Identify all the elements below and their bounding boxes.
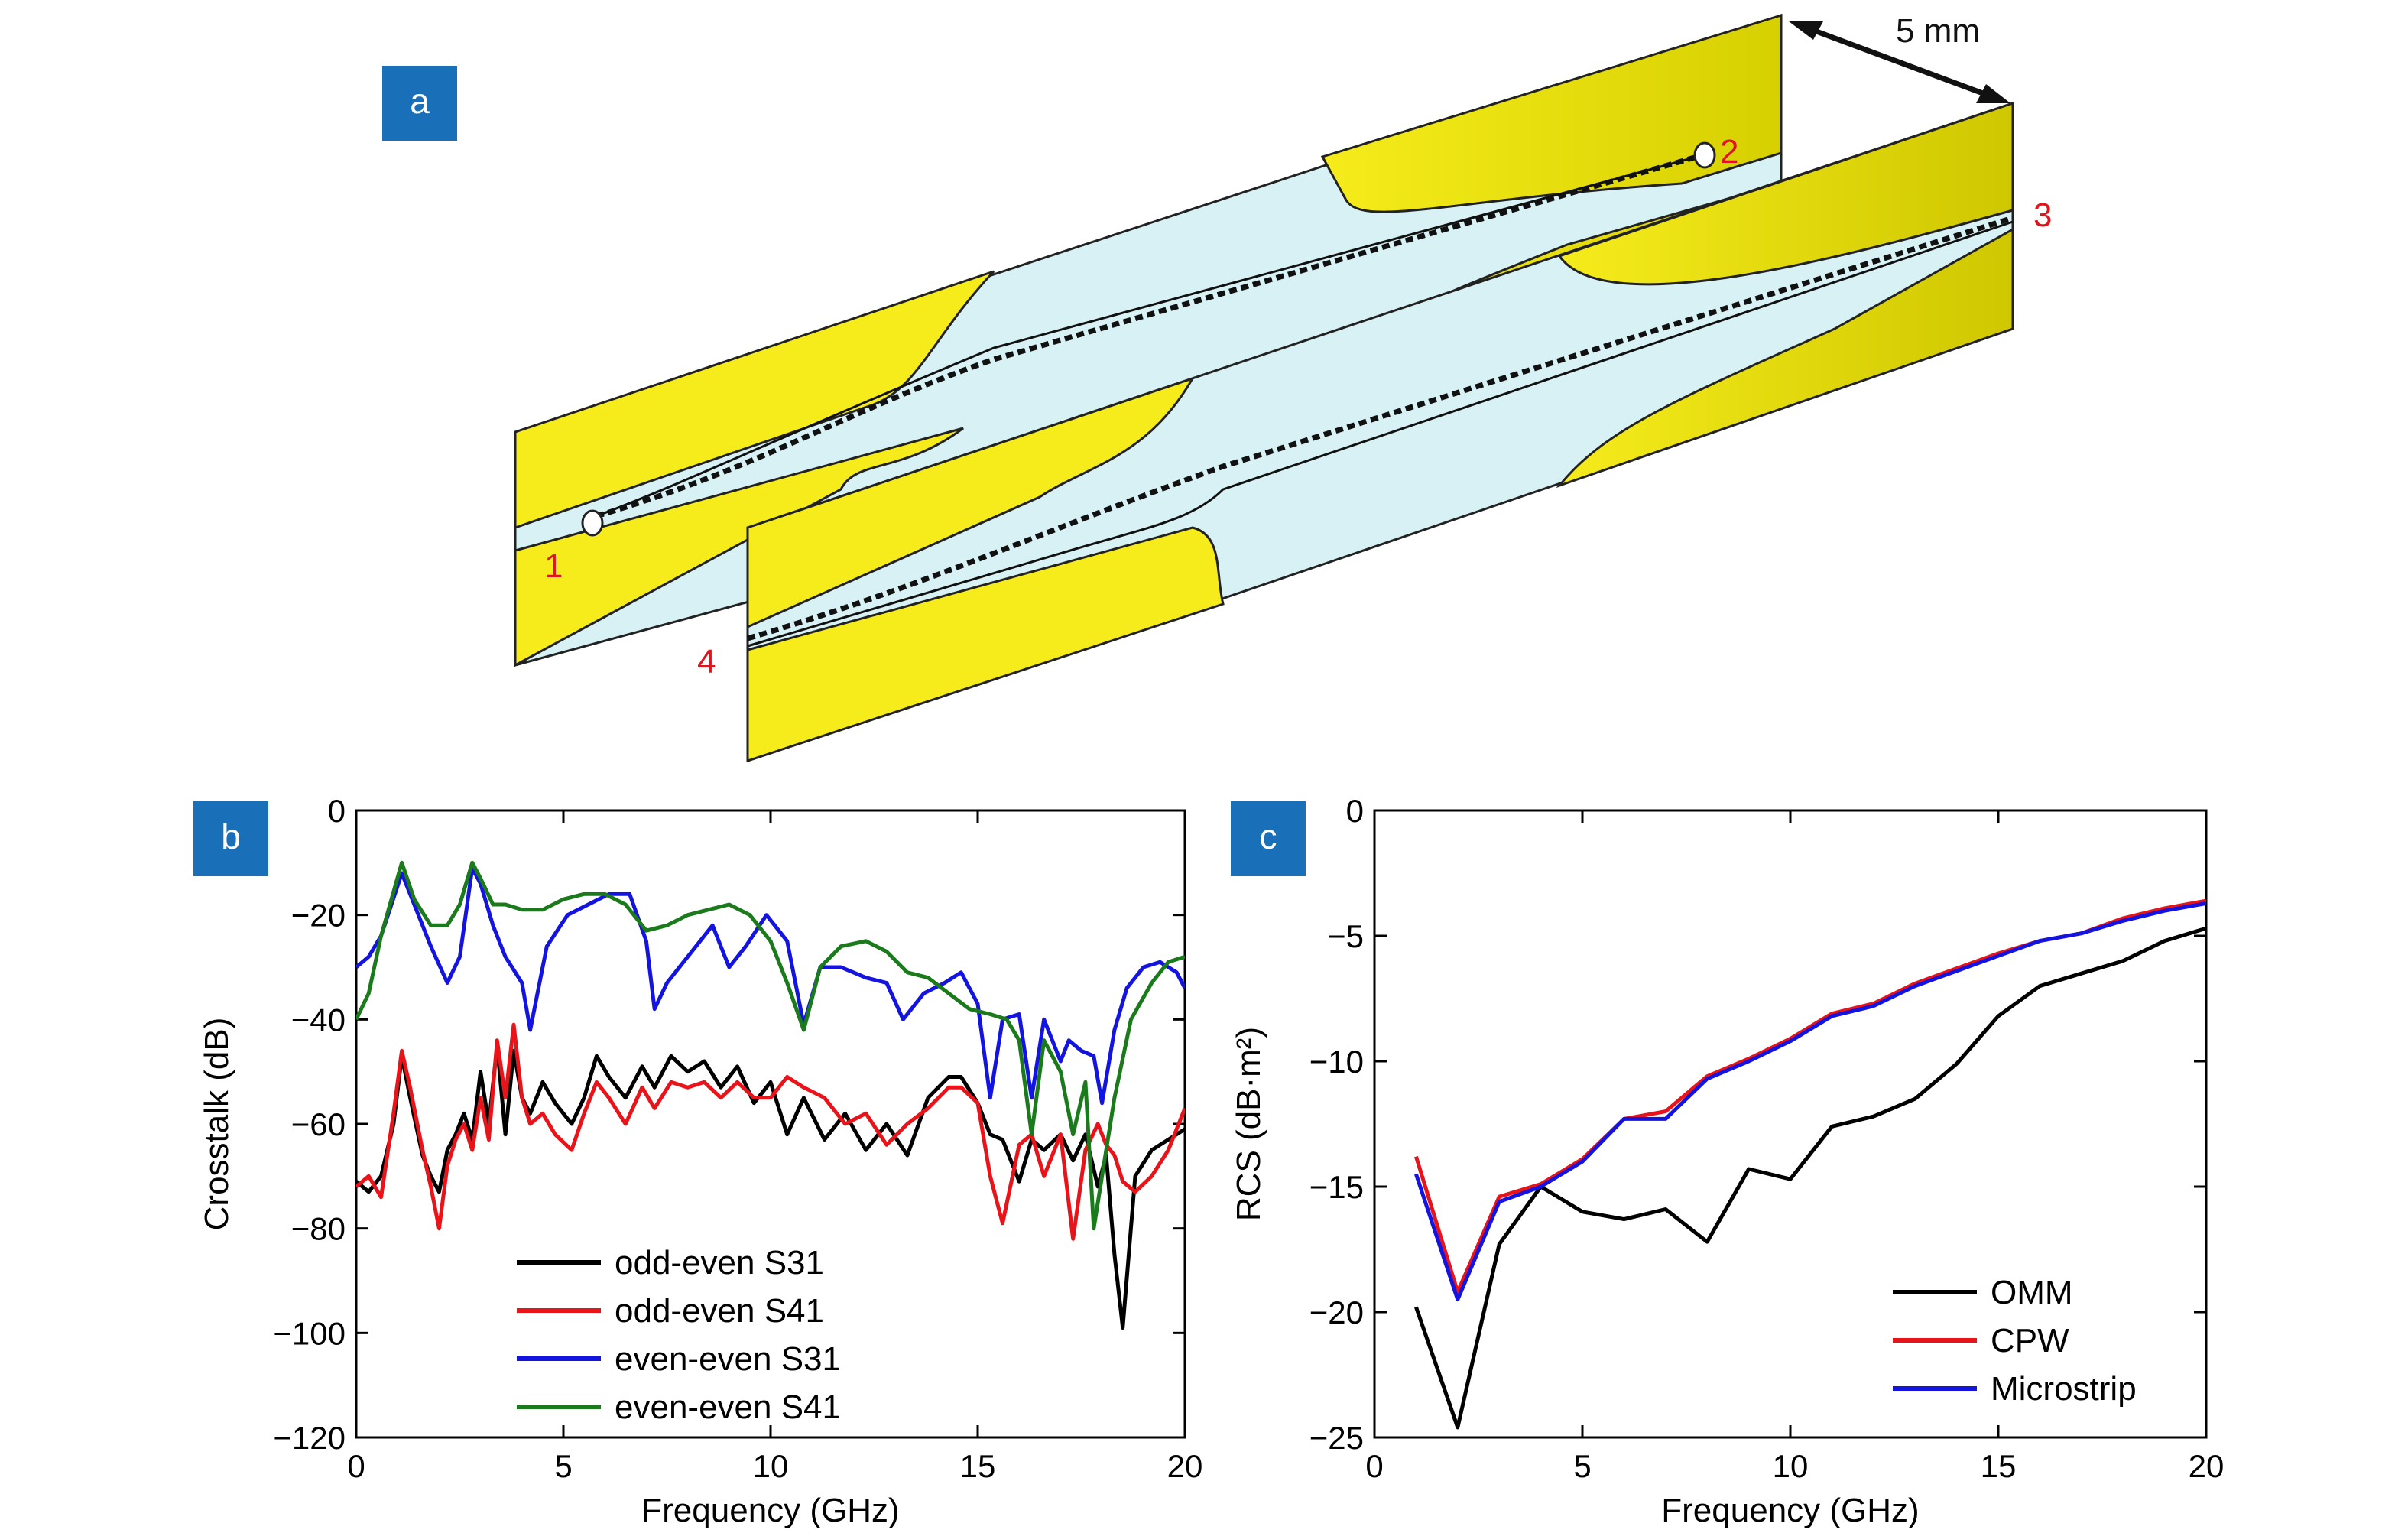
series-line-odd-even-s31 — [356, 1044, 1185, 1330]
panel-c-series — [1414, 898, 2206, 1430]
panel-b-ylabel: Crosstalk (dB) — [198, 1018, 235, 1231]
panel-c-ylabel: RCS (dB·m²) — [1230, 1027, 1267, 1221]
panel-c-plot-frame — [1373, 809, 2208, 1439]
x-tick-label: 5 — [554, 1448, 572, 1484]
panel-c-ticks: 0 5 10 15 20 0 −5 −10 −15 −20 −25 — [1309, 793, 2225, 1484]
y-tick-label: −80 — [291, 1211, 346, 1247]
y-tick-label: −25 — [1309, 1420, 1364, 1456]
port-label-2: 2 — [1720, 133, 1738, 171]
front-board-left-ground-bottom — [746, 526, 1225, 763]
series-line-omm — [1414, 926, 2206, 1430]
back-board-left-ground-bottom — [514, 427, 964, 667]
port-label-3: 3 — [2033, 196, 2052, 234]
panel-a-label-box: a — [382, 66, 457, 141]
legend-label: CPW — [1991, 1322, 2069, 1359]
x-tick-label: 5 — [1573, 1448, 1591, 1484]
panel-c-chart: c 0 5 10 15 20 0 −5 −10 −15 −20 −25 Frequency (GHz… — [1230, 793, 2224, 1529]
x-tick-label: 20 — [1167, 1448, 1203, 1484]
legend-label: OMM — [1991, 1274, 2073, 1311]
panel-b-legend: odd-even S31 odd-even S41 even-even S31 eve… — [517, 1244, 841, 1426]
front-board-left-ground-top — [746, 376, 1196, 629]
series-line-even-even-s41 — [356, 860, 1185, 1231]
port-label-1: 1 — [544, 547, 563, 585]
panel-c-xlabel: Frequency (GHz) — [1661, 1492, 1919, 1529]
x-tick-label: 15 — [960, 1448, 996, 1484]
panel-c-legend: OMM CPW Microstrip — [1893, 1274, 2137, 1408]
panel-b-label-box: b — [193, 801, 268, 876]
panel-b-ticks: 0 5 10 15 20 0 −20 −40 −60 −80 −100 −120 — [273, 793, 1202, 1484]
y-tick-label: −20 — [291, 898, 346, 934]
back-board-left-ground-top — [514, 270, 995, 530]
front-board-signal-line — [747, 215, 2014, 641]
front-board-taper — [747, 220, 2014, 648]
front-board — [746, 101, 2014, 763]
back-board-taper-top — [596, 155, 1698, 518]
back-board-signal-line — [596, 154, 1698, 519]
series-line-odd-even-s41 — [356, 1022, 1185, 1241]
port-1-connector — [581, 509, 604, 537]
y-tick-label: −15 — [1309, 1169, 1364, 1205]
x-tick-label: 0 — [1365, 1448, 1383, 1484]
y-tick-label: −10 — [1309, 1044, 1364, 1080]
panel-b-xlabel: Frequency (GHz) — [641, 1492, 899, 1529]
dimension-label: 5 mm — [1896, 12, 1980, 50]
y-tick-label: −20 — [1309, 1294, 1364, 1330]
panel-b-label: b — [221, 817, 241, 856]
y-tick-label: 0 — [328, 793, 346, 829]
y-tick-label: −60 — [291, 1106, 346, 1142]
dimension-arrow: 5 mm — [1789, 12, 2010, 103]
panel-c-label-box: c — [1231, 801, 1306, 876]
port-label-4: 4 — [697, 643, 716, 680]
x-tick-label: 20 — [2189, 1448, 2225, 1484]
x-tick-label: 15 — [1981, 1448, 2017, 1484]
front-board-right-ground-top — [1557, 101, 2014, 286]
y-tick-label: −5 — [1327, 918, 1364, 954]
panel-b-chart: b 0 5 10 15 20 0 −20 −40 −60 −80 −100 −120 Frequenc… — [193, 793, 1202, 1529]
panel-c-label: c — [1260, 817, 1277, 856]
panel-a-label: a — [410, 81, 430, 121]
x-tick-label: 10 — [753, 1448, 789, 1484]
port-2-connector — [1693, 141, 1716, 169]
series-line-microstrip — [1414, 901, 2206, 1302]
legend-label: Microstrip — [1991, 1370, 2137, 1408]
back-board-right-ground-top — [1320, 13, 1783, 213]
legend-label: odd-even S31 — [615, 1244, 824, 1281]
legend-label: even-even S31 — [615, 1340, 841, 1378]
x-tick-label: 10 — [1773, 1448, 1809, 1484]
legend-label: even-even S41 — [615, 1388, 841, 1426]
panel-b-series — [356, 860, 1185, 1330]
series-line-even-even-s31 — [356, 866, 1185, 1106]
y-tick-label: −40 — [291, 1002, 346, 1038]
series-line-cpw — [1414, 898, 2206, 1294]
y-tick-label: 0 — [1346, 793, 1364, 829]
panel-a-diagram: a 5 mm — [382, 12, 2052, 763]
y-tick-label: −100 — [273, 1315, 346, 1351]
y-tick-label: −120 — [273, 1420, 346, 1456]
x-tick-label: 0 — [347, 1448, 365, 1484]
legend-label: odd-even S41 — [615, 1292, 824, 1330]
front-board-right-ground-bottom — [1556, 227, 2014, 489]
